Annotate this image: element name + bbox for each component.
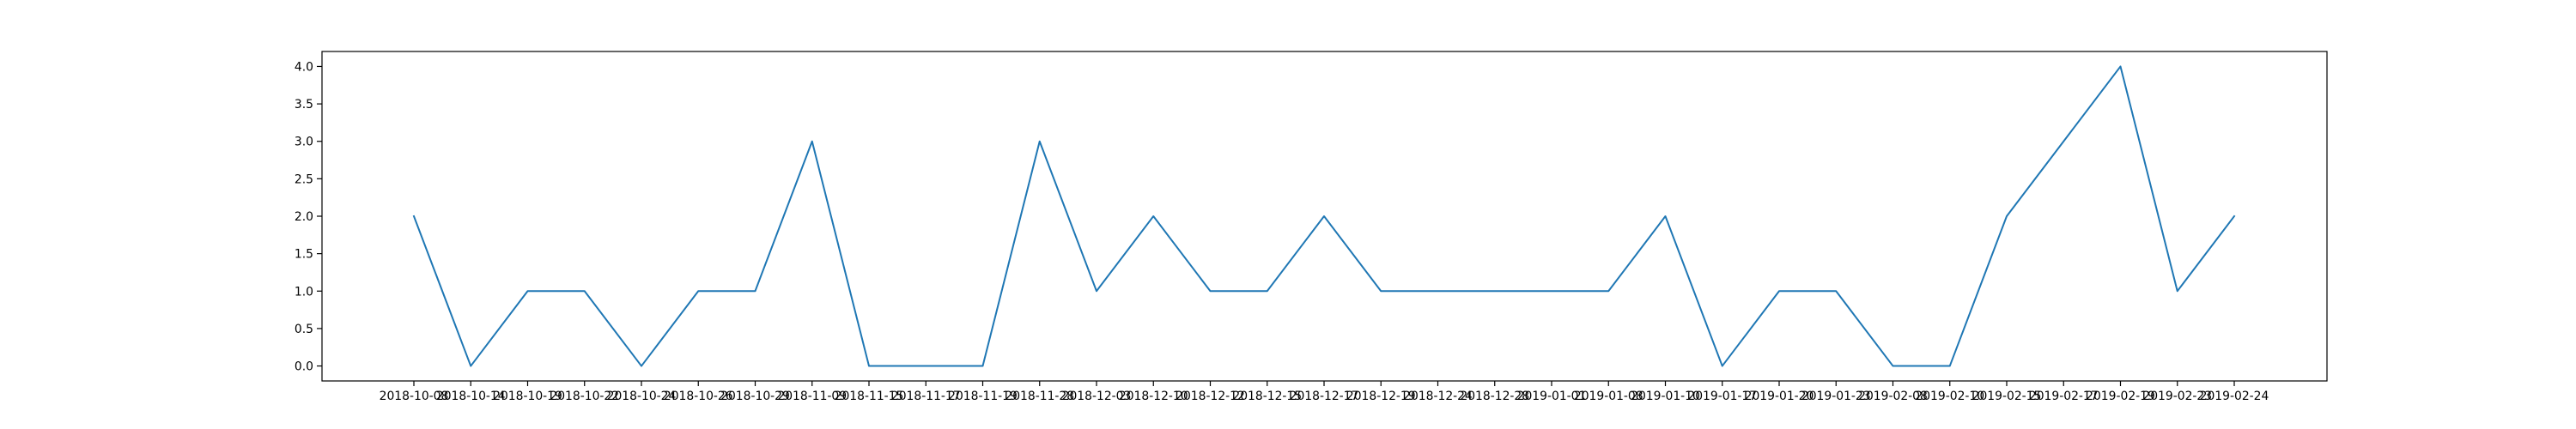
x-tick-label: 2019-02-19 (2086, 390, 2155, 403)
x-tick-label: 2018-10-22 (550, 390, 619, 403)
x-tick-label: 2018-12-24 (1403, 390, 1473, 403)
x-tick-label: 2018-10-29 (720, 390, 790, 403)
x-tick-label: 2019-01-20 (1745, 390, 1814, 403)
y-tick-label: 1.0 (295, 285, 313, 299)
x-tick-label: 2018-12-12 (1176, 390, 1245, 403)
x-tick-label: 2019-02-17 (2029, 390, 2099, 403)
x-tick-label: 2019-02-08 (1858, 390, 1928, 403)
x-tick-label: 2018-10-26 (664, 390, 733, 403)
y-axis: 0.0 0.5 1.0 1.5 2.0 2.5 3.0 3.5 4.0 (295, 60, 322, 374)
y-tick-label: 3.5 (295, 98, 313, 112)
x-tick-label: 2019-01-17 (1687, 390, 1757, 403)
y-tick-label: 4.0 (295, 60, 313, 74)
series-line (412, 65, 2236, 367)
x-tick-label: 2018-12-15 (1232, 390, 1302, 403)
axes-frame (321, 51, 2328, 382)
x-tick-label: 2019-01-08 (1574, 390, 1643, 403)
y-tick-label: 0.0 (295, 360, 313, 374)
x-tick-label: 2018-10-08 (380, 390, 449, 403)
x-tick-label: 2019-02-24 (2200, 390, 2269, 403)
x-tick-label: 2019-02-15 (1972, 390, 2042, 403)
x-tick-label: 2019-02-23 (2142, 390, 2212, 403)
x-tick-label: 2018-12-03 (1062, 390, 1132, 403)
y-tick-label: 3.0 (295, 136, 313, 149)
x-tick-label: 2018-12-10 (1119, 390, 1188, 403)
x-tick-label: 2018-10-24 (607, 390, 677, 403)
x-tick-label: 2018-10-14 (436, 390, 506, 403)
y-tick-label: 0.5 (295, 323, 313, 336)
x-tick-label: 2018-10-19 (493, 390, 562, 403)
x-tick-label: 2019-01-01 (1517, 390, 1587, 403)
x-tick-label: 2019-01-10 (1631, 390, 1700, 403)
x-tick-label: 2018-11-17 (891, 390, 961, 403)
x-tick-label: 2018-11-19 (948, 390, 1018, 403)
x-tick-label: 2018-11-28 (1005, 390, 1074, 403)
x-tick-label: 2018-12-28 (1460, 390, 1529, 403)
x-tick-label: 2018-11-09 (777, 390, 847, 403)
y-tick-label: 1.5 (295, 248, 313, 262)
x-tick-label: 2019-01-23 (1801, 390, 1871, 403)
series-layer (412, 65, 2236, 367)
y-tick-label: 2.5 (295, 172, 313, 186)
y-tick-label: 2.0 (295, 210, 313, 224)
x-tick-label: 2019-02-10 (1915, 390, 1984, 403)
x-axis: 2018-10-082018-10-142018-10-192018-10-22… (380, 381, 2269, 403)
x-tick-label: 2018-12-19 (1346, 390, 1416, 403)
x-tick-label: 2018-11-15 (835, 390, 904, 403)
x-tick-label: 2018-12-17 (1290, 390, 1359, 403)
